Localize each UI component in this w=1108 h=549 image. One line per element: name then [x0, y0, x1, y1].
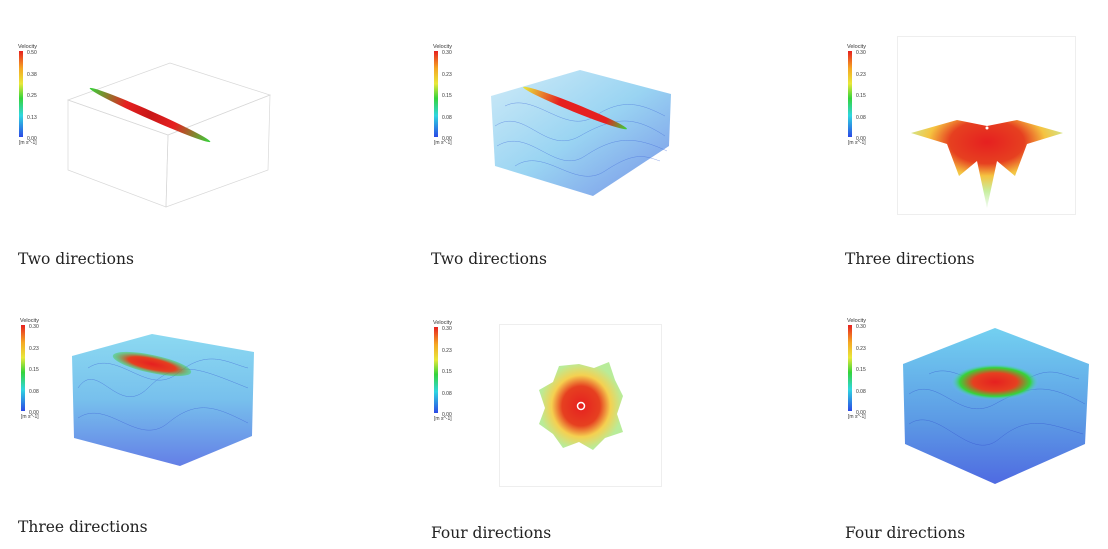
velocity-legend: Velocity 0.30 0.23 0.15 0.08 0.00 [m s^-… — [847, 318, 887, 428]
panel-caption: Three directions — [18, 518, 148, 536]
legend-tick: 0.30 — [442, 50, 452, 56]
legend-title: Velocity — [20, 318, 39, 324]
legend-tick: 0.23 — [442, 348, 452, 354]
legend-colorbar — [848, 51, 852, 137]
legend-title: Velocity — [847, 318, 866, 324]
legend-tick: 0.23 — [856, 346, 866, 352]
legend-tick: 0.23 — [29, 346, 39, 352]
panel-caption: Four directions — [431, 524, 552, 542]
legend-tick: 0.13 — [27, 115, 37, 121]
panel-5: Velocity 0.30 0.23 0.15 0.08 0.00 [m s^-… — [413, 280, 783, 549]
legend-tick: 0.00 — [27, 136, 37, 142]
legend-unit: [m s^-1] — [848, 414, 866, 420]
simulation-image — [903, 328, 1089, 484]
legend-colorbar — [434, 327, 438, 413]
legend-tick: 0.38 — [27, 72, 37, 78]
legend-colorbar — [434, 51, 438, 137]
simulation-image — [897, 36, 1076, 215]
legend-tick: 0.30 — [856, 324, 866, 330]
legend-tick: 0.25 — [27, 93, 37, 99]
simulation-image — [72, 334, 254, 466]
legend-tick: 0.00 — [856, 410, 866, 416]
legend-unit: [m s^-1] — [19, 140, 37, 146]
panel-2: Velocity 0.30 0.23 0.15 0.08 0.00 [m s^-… — [413, 0, 783, 280]
panel-4: Velocity 0.30 0.23 0.15 0.08 0.00 [m s^-… — [0, 280, 370, 549]
simulation-image — [491, 70, 671, 196]
legend-title: Velocity — [433, 320, 452, 326]
legend-unit: [m s^-1] — [21, 414, 39, 420]
panel-caption: Three directions — [845, 250, 975, 268]
panel-3: Velocity 0.30 0.23 0.15 0.08 0.00 [m s^-… — [827, 0, 1108, 280]
velocity-legend: Velocity 0.50 0.38 0.25 0.13 0.00 [m s^-… — [18, 44, 58, 154]
legend-tick: 0.23 — [856, 72, 866, 78]
simulation-image — [499, 324, 662, 487]
legend-tick: 0.00 — [442, 412, 452, 418]
legend-tick: 0.30 — [856, 50, 866, 56]
legend-title: Velocity — [847, 44, 866, 50]
legend-unit: [m s^-1] — [848, 140, 866, 146]
legend-tick: 0.08 — [856, 389, 866, 395]
velocity-legend: Velocity 0.30 0.23 0.15 0.08 0.00 [m s^-… — [847, 44, 887, 154]
legend-tick: 0.08 — [442, 391, 452, 397]
legend-tick: 0.00 — [29, 410, 39, 416]
panel-caption: Two directions — [431, 250, 547, 268]
legend-tick: 0.00 — [856, 136, 866, 142]
velocity-legend: Velocity 0.30 0.23 0.15 0.08 0.00 [m s^-… — [433, 44, 473, 154]
legend-tick: 0.15 — [856, 93, 866, 99]
legend-unit: [m s^-1] — [434, 416, 452, 422]
legend-tick: 0.00 — [442, 136, 452, 142]
legend-colorbar — [19, 51, 23, 137]
velocity-legend: Velocity 0.30 0.23 0.15 0.08 0.00 [m s^-… — [433, 320, 473, 430]
legend-colorbar — [848, 325, 852, 411]
legend-tick: 0.15 — [856, 367, 866, 373]
panel-caption: Two directions — [18, 250, 134, 268]
legend-tick: 0.15 — [442, 369, 452, 375]
simulation-image — [66, 62, 272, 208]
panel-6: Velocity 0.30 0.23 0.15 0.08 0.00 [m s^-… — [827, 280, 1108, 549]
legend-title: Velocity — [433, 44, 452, 50]
legend-tick: 0.08 — [856, 115, 866, 121]
legend-tick: 0.15 — [29, 367, 39, 373]
legend-tick: 0.23 — [442, 72, 452, 78]
legend-tick: 0.50 — [27, 50, 37, 56]
panel-1: Velocity 0.50 0.38 0.25 0.13 0.00 [m s^-… — [0, 0, 370, 280]
legend-title: Velocity — [18, 44, 37, 50]
legend-tick: 0.30 — [29, 324, 39, 330]
legend-tick: 0.30 — [442, 326, 452, 332]
velocity-legend: Velocity 0.30 0.23 0.15 0.08 0.00 [m s^-… — [20, 318, 60, 428]
legend-tick: 0.15 — [442, 93, 452, 99]
legend-unit: [m s^-1] — [434, 140, 452, 146]
legend-colorbar — [21, 325, 25, 411]
legend-tick: 0.08 — [442, 115, 452, 121]
legend-tick: 0.08 — [29, 389, 39, 395]
panel-caption: Four directions — [845, 524, 966, 542]
